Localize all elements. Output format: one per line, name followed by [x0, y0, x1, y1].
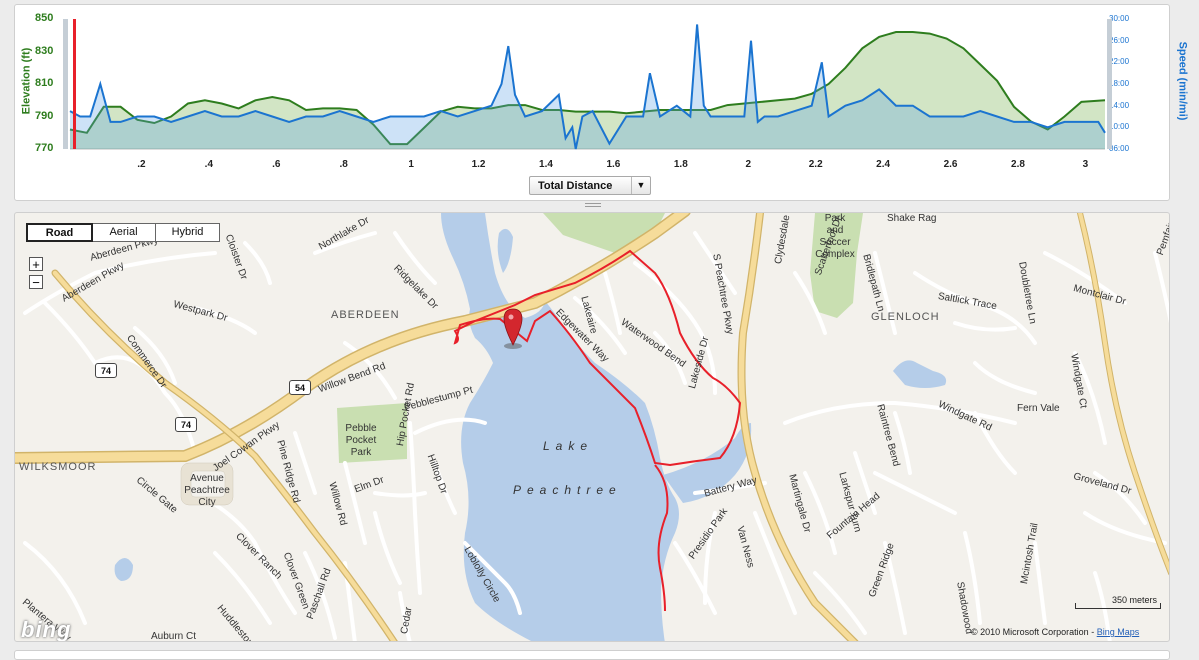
elevation-tick-label: 770 [35, 142, 54, 154]
place-label: ABERDEEN [331, 309, 400, 321]
park-label: Avenue Peachtree City [184, 473, 230, 508]
distance-tick-label: .2 [137, 159, 146, 170]
map-type-hybrid-button[interactable]: Hybrid [171, 226, 204, 238]
map-type-switcher: Road Aerial Hybrid [26, 223, 220, 242]
elevation-tick-label: 830 [35, 44, 54, 57]
x-axis-selector-label: Total Distance [538, 180, 613, 192]
distance-tick-label: 1.4 [539, 159, 553, 170]
map-type-road-button[interactable]: Road [26, 223, 93, 242]
park-label: Park and Soccer Complex [815, 213, 855, 260]
distance-tick-label: 2.8 [1011, 159, 1025, 170]
distance-tick-label: 1.8 [673, 159, 688, 170]
street-label: Fern Vale [1017, 403, 1060, 414]
elevation-tick-label: 850 [35, 12, 54, 24]
elevation-tick-label: 790 [35, 109, 54, 122]
distance-tick-label: 2 [745, 159, 752, 170]
speed-tick-label: 22:00 [1109, 57, 1130, 67]
activity-route [453, 249, 742, 612]
map-canvas[interactable] [15, 213, 1170, 642]
x-axis-selector[interactable]: Total Distance ▼ [529, 176, 651, 195]
highways [15, 213, 1169, 641]
street-label: Auburn Ct [151, 631, 197, 642]
speed-tick-label: 10:00 [1109, 122, 1130, 132]
speed-axis-title: Speed (min/mi) [1176, 41, 1189, 121]
bing-logo: bing [21, 617, 72, 642]
pond [114, 558, 133, 581]
zoom-out-button[interactable]: − [29, 275, 43, 289]
neighborhood-blocks [180, 462, 234, 506]
speed-area [70, 24, 1105, 149]
map-type-aerial-button[interactable]: Aerial [92, 224, 156, 241]
distance-tick-label: .6 [272, 159, 281, 170]
route-shield: 54 [289, 380, 311, 395]
distance-tick-label: 2.6 [943, 159, 958, 170]
park-area [810, 213, 863, 318]
speed-tick-label: 26:00 [1109, 35, 1130, 45]
bottom-panel-edge [14, 650, 1170, 660]
position-cursor [73, 19, 76, 149]
distance-tick-label: 1 [408, 159, 414, 170]
map-copyright: © 2010 Microsoft Corporation - Bing Maps [971, 627, 1140, 637]
park-area [337, 403, 407, 463]
place-label: GLENLOCH [871, 311, 940, 323]
elevation-area [70, 32, 1105, 149]
speed-tick-label: 18:00 [1109, 79, 1130, 88]
zoom-in-button[interactable]: + [29, 257, 43, 271]
speed-line [69, 24, 1106, 150]
park-label: Pebble Pocket Park [345, 423, 377, 458]
distance-tick-label: .4 [204, 159, 214, 170]
pond [893, 360, 947, 388]
map-scale: 350 meters [1075, 595, 1161, 609]
elevation-chart-panel: Elevation (ft) Speed (min/mi) 850 830 810 7… [14, 4, 1188, 202]
distance-tick-label: 1.2 [471, 159, 486, 170]
street-label: Shake Rag [887, 213, 937, 224]
elevation-line [69, 31, 1106, 146]
route-shield: 74 [95, 363, 117, 378]
chevron-down-icon[interactable]: ▼ [631, 177, 650, 194]
elevation-speed-plot[interactable] [15, 5, 1171, 202]
panel-splitter-handle[interactable] [585, 203, 601, 209]
speed-tick-label: 14:00 [1109, 100, 1130, 110]
lake-label: Peachtree [513, 483, 622, 497]
speed-axis-rail [1107, 19, 1112, 149]
route-shield: 74 [175, 417, 197, 432]
distance-tick-label: 2.4 [876, 159, 891, 170]
distance-tick-label: 2.2 [808, 159, 823, 170]
distance-tick-label: .8 [339, 159, 348, 170]
distance-tick-label: 1.6 [606, 159, 621, 170]
route-start-marker-icon [503, 308, 523, 349]
place-label: WILKSMOOR [19, 461, 97, 473]
speed-tick-label: 06:00 [1109, 144, 1130, 153]
elevation-tick-label: 810 [35, 77, 54, 89]
lake-label: Lake [543, 439, 594, 453]
distance-tick-label: 3 [1082, 159, 1089, 170]
speed-tick-label: 30:00 [1109, 14, 1130, 23]
pond [497, 228, 513, 273]
bing-maps-link[interactable]: Bing Maps [1096, 627, 1140, 637]
route-map[interactable]: Road Aerial Hybrid + − ABERDEEN GLENLOCH… [14, 212, 1170, 642]
elevation-axis-rail [63, 19, 68, 149]
